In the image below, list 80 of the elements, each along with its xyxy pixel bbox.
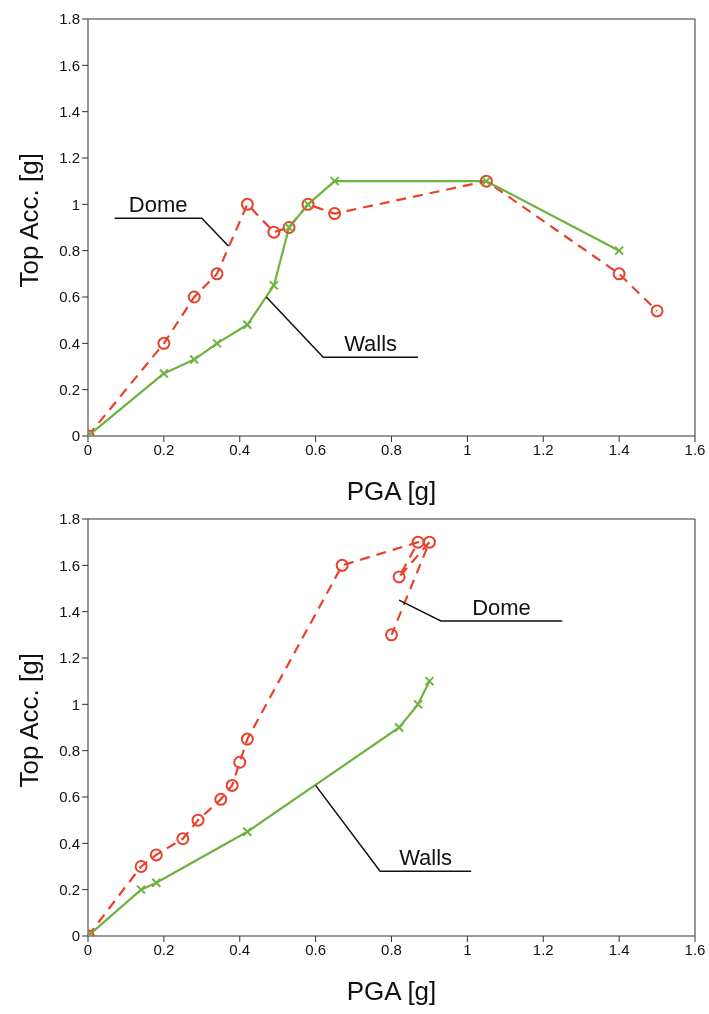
point bbox=[612, 267, 626, 281]
x-tick-label: 0.6 bbox=[305, 940, 327, 958]
point bbox=[136, 884, 147, 895]
y-tick-label: 0.4 bbox=[59, 334, 80, 352]
point bbox=[267, 225, 281, 239]
point bbox=[233, 755, 247, 769]
x-tick-label: 1.4 bbox=[608, 440, 630, 458]
point bbox=[392, 570, 406, 584]
point bbox=[422, 535, 436, 549]
x-tick-label: 0.8 bbox=[381, 940, 402, 958]
y-tick-label: 0 bbox=[71, 927, 80, 945]
point bbox=[614, 245, 625, 256]
point bbox=[411, 535, 425, 549]
point bbox=[210, 267, 224, 281]
x-tick-label: 1.2 bbox=[532, 940, 554, 958]
x-tick-label: 1.6 bbox=[684, 440, 706, 458]
point bbox=[242, 826, 253, 837]
x-tick-label: 1.2 bbox=[532, 440, 554, 458]
point bbox=[225, 778, 239, 792]
x-axis-title: PGA [g] bbox=[346, 976, 437, 1006]
point bbox=[176, 832, 190, 846]
y-tick-label: 1.8 bbox=[59, 10, 80, 28]
x-tick-label: 0 bbox=[83, 940, 93, 958]
y-tick-label: 0.6 bbox=[59, 288, 80, 306]
y-tick-label: 1.4 bbox=[59, 102, 80, 120]
y-tick-label: 1.6 bbox=[59, 56, 80, 74]
point bbox=[211, 338, 222, 349]
point bbox=[240, 197, 254, 211]
text: Walls bbox=[344, 331, 398, 357]
y-tick-label: 0.2 bbox=[59, 380, 80, 398]
point bbox=[328, 207, 342, 221]
point bbox=[191, 813, 205, 827]
text: Walls bbox=[399, 845, 453, 871]
point bbox=[214, 792, 228, 806]
point bbox=[149, 848, 163, 862]
x-tick-label: 0.8 bbox=[381, 440, 402, 458]
y-tick-label: 0.8 bbox=[59, 241, 80, 259]
point bbox=[329, 176, 340, 187]
y-tick-label: 1.4 bbox=[59, 602, 80, 620]
y-tick-label: 1 bbox=[71, 195, 80, 213]
x-tick-label: 0.2 bbox=[153, 940, 175, 958]
point bbox=[189, 354, 200, 365]
point bbox=[424, 676, 435, 687]
y-axis-title: Top Acc. [g] bbox=[14, 153, 45, 288]
x-tick-label: 0.6 bbox=[305, 440, 327, 458]
y-tick-label: 1 bbox=[71, 695, 80, 713]
point bbox=[134, 860, 148, 873]
y-tick-label: 0.6 bbox=[59, 788, 80, 806]
y-tick-label: 1.8 bbox=[59, 510, 80, 528]
x-tick-label: 1 bbox=[463, 440, 472, 458]
point bbox=[158, 368, 169, 379]
y-tick-label: 0 bbox=[71, 427, 80, 445]
point bbox=[157, 336, 171, 350]
y-tick-label: 1.2 bbox=[59, 149, 80, 167]
x-axis-title: PGA [g] bbox=[346, 476, 437, 506]
text: Dome bbox=[128, 192, 188, 218]
y-tick-label: 0.4 bbox=[59, 834, 80, 852]
point bbox=[335, 558, 349, 572]
x-tick-label: 0.4 bbox=[229, 440, 251, 458]
point bbox=[151, 877, 162, 888]
x-tick-label: 1 bbox=[463, 940, 472, 958]
point bbox=[242, 319, 253, 330]
y-tick-label: 1.6 bbox=[59, 556, 80, 574]
point bbox=[240, 732, 254, 746]
point bbox=[187, 290, 201, 304]
y-axis-title: Top Acc. [g] bbox=[14, 653, 45, 788]
point bbox=[394, 722, 405, 733]
x-tick-label: 1.6 bbox=[684, 940, 706, 958]
y-tick-label: 0.8 bbox=[59, 741, 80, 759]
y-tick-label: 0.2 bbox=[59, 880, 80, 898]
point bbox=[413, 699, 424, 710]
x-tick-label: 1.4 bbox=[608, 940, 630, 958]
point bbox=[650, 304, 664, 318]
x-tick-label: 0.2 bbox=[153, 440, 175, 458]
point bbox=[385, 628, 398, 642]
y-tick-label: 1.2 bbox=[59, 649, 80, 667]
point bbox=[268, 280, 279, 291]
text: Dome bbox=[472, 594, 531, 620]
x-tick-label: 0.4 bbox=[229, 940, 251, 958]
x-tick-label: 0 bbox=[83, 440, 93, 458]
